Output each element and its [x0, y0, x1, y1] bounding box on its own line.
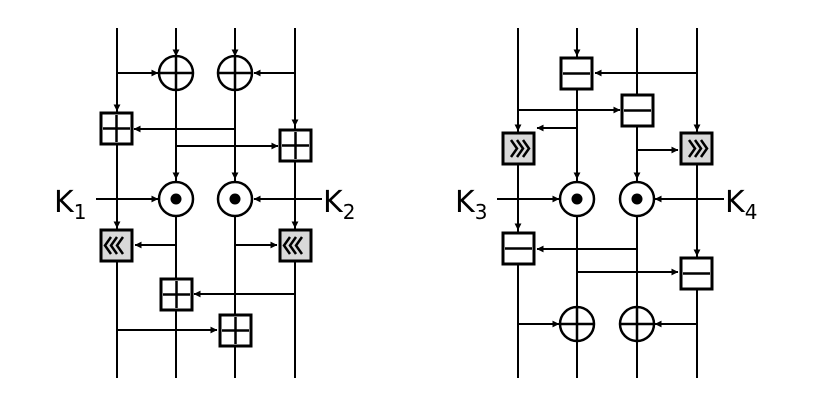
multiply-icon — [216, 180, 254, 218]
right-wires — [497, 28, 724, 378]
key-label-k4: K4 — [725, 185, 757, 224]
boxed-minus-icon — [679, 256, 714, 291]
boxed-minus-icon — [501, 231, 536, 266]
boxed-plus-icon — [99, 111, 134, 146]
rotate-left-icon — [99, 228, 134, 263]
boxed-plus-icon — [218, 313, 253, 348]
multiply-icon — [157, 180, 195, 218]
right-network: K3 K4 — [455, 28, 757, 378]
rotate-left-icon — [278, 228, 313, 263]
xor-icon — [216, 54, 254, 92]
multiply-icon — [618, 180, 656, 218]
xor-icon — [618, 305, 656, 343]
boxed-minus-icon — [559, 56, 594, 91]
boxed-plus-icon — [159, 277, 194, 312]
boxed-plus-icon — [278, 128, 313, 163]
key-label-k3: K3 — [455, 185, 487, 224]
boxed-minus-icon — [620, 93, 655, 128]
left-network: K1 K2 — [54, 28, 355, 378]
xor-icon — [157, 54, 195, 92]
rotate-right-icon — [679, 131, 714, 166]
rotate-right-icon — [501, 131, 536, 166]
left-wires — [96, 28, 322, 378]
xor-icon — [558, 305, 596, 343]
multiply-icon — [558, 180, 596, 218]
key-label-k2: K2 — [323, 185, 355, 224]
key-label-k1: K1 — [54, 185, 86, 224]
